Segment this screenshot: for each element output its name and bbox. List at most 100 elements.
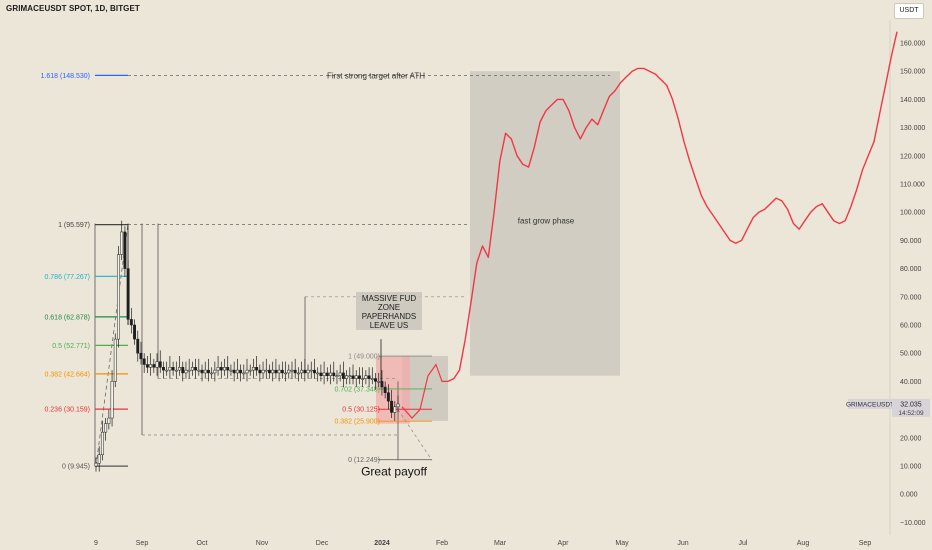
candle bbox=[335, 375, 339, 378]
y-tick-label: 90.000 bbox=[900, 238, 922, 245]
candle bbox=[242, 372, 246, 375]
candle bbox=[313, 369, 316, 374]
candle bbox=[129, 319, 133, 326]
fib-left-label: 0.236 (30.159) bbox=[44, 407, 90, 414]
fib-right-label: 0.702 (37.340) bbox=[334, 386, 380, 393]
candle bbox=[113, 338, 117, 382]
candle bbox=[248, 369, 252, 372]
candle bbox=[377, 381, 381, 383]
y-tick-label: 0.000 bbox=[900, 492, 918, 499]
candle bbox=[229, 369, 233, 372]
candle bbox=[300, 369, 304, 374]
y-tick-label: −10.000 bbox=[900, 520, 926, 527]
fib-left-label: 1 (95.597) bbox=[58, 222, 90, 229]
candle bbox=[110, 381, 114, 419]
candle bbox=[117, 254, 120, 340]
candle bbox=[149, 364, 153, 368]
candle bbox=[287, 369, 291, 374]
symbol-price-tag-label: GRIMACEUSDT bbox=[846, 401, 894, 408]
candle bbox=[203, 369, 207, 374]
price-tag-value: 32.035 bbox=[900, 401, 922, 408]
candle bbox=[268, 369, 271, 374]
y-tick-label: 160.000 bbox=[900, 41, 925, 48]
x-tick-label: Feb bbox=[436, 540, 448, 547]
candle bbox=[194, 367, 198, 371]
candle bbox=[364, 375, 368, 379]
candle bbox=[216, 367, 220, 371]
candle bbox=[155, 361, 159, 368]
candle bbox=[213, 369, 217, 374]
candle bbox=[361, 378, 365, 380]
fib-left-label: 0.786 (77.267) bbox=[44, 274, 90, 281]
x-tick-label: Sep bbox=[136, 540, 149, 547]
candle bbox=[383, 386, 387, 393]
candle bbox=[142, 358, 146, 365]
candle bbox=[396, 403, 400, 408]
x-tick-label: Sep bbox=[859, 540, 872, 547]
price-tag-countdown: 14:52:09 bbox=[898, 410, 924, 417]
fib-diagonal-line bbox=[95, 223, 129, 467]
candle bbox=[136, 338, 140, 354]
price-tag bbox=[892, 398, 930, 417]
candle bbox=[274, 369, 278, 374]
y-tick-label: 60.000 bbox=[900, 323, 922, 330]
fud-annotation-line: LEAVE US bbox=[370, 321, 409, 330]
fib-right-label: 0.382 (25.900) bbox=[334, 419, 380, 426]
fib-left-label: 1.618 (148.530) bbox=[41, 73, 90, 80]
candle bbox=[332, 372, 336, 377]
candle bbox=[152, 364, 156, 368]
y-tick-label: 140.000 bbox=[900, 97, 925, 104]
y-tick-label: 20.000 bbox=[900, 435, 922, 442]
x-tick-label: Oct bbox=[197, 540, 208, 547]
candle bbox=[390, 400, 394, 413]
candle bbox=[296, 372, 300, 375]
candle bbox=[239, 369, 243, 374]
candle bbox=[341, 372, 345, 379]
x-tick-label: Apr bbox=[558, 540, 570, 547]
fud-label-box bbox=[356, 291, 422, 330]
candle bbox=[309, 369, 313, 372]
x-tick-label: 2024 bbox=[374, 540, 390, 547]
candle bbox=[97, 454, 101, 464]
candle bbox=[367, 375, 371, 379]
candle bbox=[319, 372, 323, 377]
y-tick-label: 80.000 bbox=[900, 266, 922, 273]
candle bbox=[120, 231, 124, 255]
fib-left-label: 0.382 (42.664) bbox=[44, 371, 90, 378]
candle bbox=[226, 367, 230, 371]
fib-right-label: 0 (12.249) bbox=[348, 457, 380, 464]
candle bbox=[190, 367, 194, 371]
projection-line-start bbox=[401, 363, 448, 419]
candle bbox=[351, 375, 355, 379]
candle bbox=[293, 369, 297, 374]
y-tick-label: 120.000 bbox=[900, 153, 925, 160]
candle bbox=[206, 369, 210, 374]
fud-annotation-line: ZONE bbox=[378, 303, 400, 312]
candle bbox=[171, 367, 175, 371]
candle bbox=[280, 369, 284, 374]
candle bbox=[133, 324, 137, 340]
candle bbox=[178, 367, 181, 371]
candle bbox=[158, 361, 162, 368]
candle bbox=[197, 369, 201, 372]
y-tick-label: 70.000 bbox=[900, 294, 922, 301]
candle bbox=[187, 369, 191, 372]
candle bbox=[219, 367, 223, 371]
currency-button[interactable]: USDT bbox=[894, 3, 924, 19]
candle bbox=[181, 367, 185, 374]
candle bbox=[251, 367, 255, 371]
x-tick-label: Jul bbox=[739, 540, 748, 547]
candle bbox=[329, 372, 332, 377]
candle bbox=[258, 369, 262, 374]
y-tick-label: 150.000 bbox=[900, 69, 925, 76]
candle bbox=[235, 369, 239, 374]
candle bbox=[123, 231, 127, 269]
x-tick-label: Aug bbox=[797, 540, 810, 547]
fib-left-label: 0.5 (52.771) bbox=[52, 343, 90, 350]
candle bbox=[264, 369, 268, 372]
y-tick-label: 50.000 bbox=[900, 351, 922, 358]
candle bbox=[100, 431, 104, 455]
candle bbox=[104, 423, 108, 433]
